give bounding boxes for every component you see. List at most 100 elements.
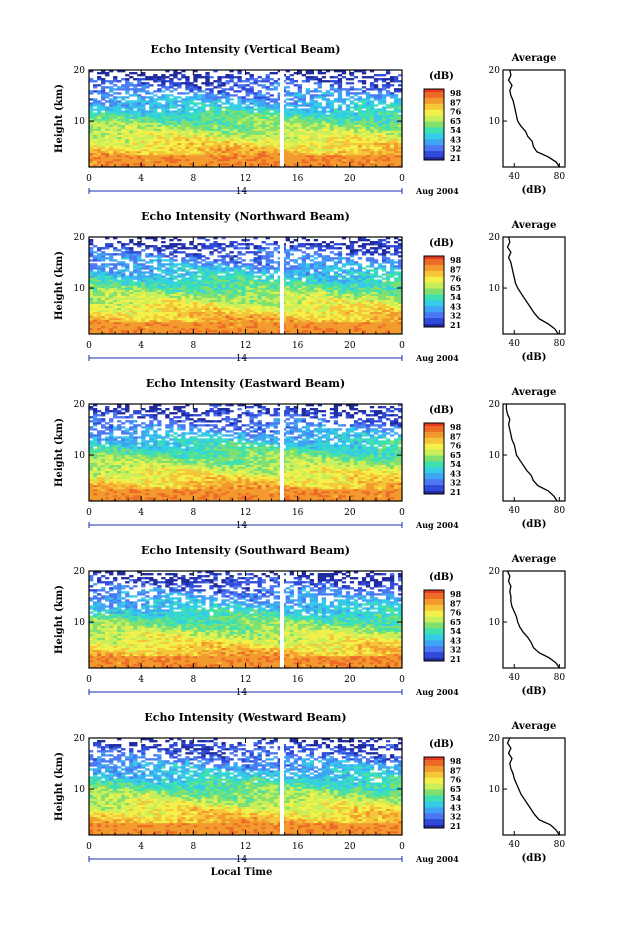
average-x-tick-label: 40 [509, 339, 521, 349]
colorbar-label: 87 [450, 264, 461, 274]
colorbar-label: 43 [450, 802, 462, 812]
x-tick-label: 0 [86, 508, 92, 518]
colorbar-segment [424, 267, 444, 272]
colorbar-label: 76 [450, 608, 462, 618]
colorbar-label: 87 [450, 598, 461, 608]
colorbar-segment [424, 819, 444, 823]
colorbar-segment [424, 434, 444, 439]
colorbar-segment [424, 804, 444, 808]
colorbar-label: 21 [450, 320, 461, 330]
average-x-label: (dB) [522, 519, 547, 530]
x-tick-label: 0 [86, 174, 92, 184]
colorbar-segment [424, 807, 444, 811]
colorbar-label: 32 [450, 645, 461, 655]
average-x-tick-label: 80 [554, 840, 566, 850]
colorbar-unit: (dB) [429, 572, 454, 583]
colorbar-segment [424, 139, 444, 143]
x-tick-label: 20 [344, 508, 356, 518]
colorbar-label: 76 [450, 441, 462, 451]
colorbar-segment [424, 315, 444, 319]
data-gap [280, 237, 285, 334]
colorbar-segment [424, 112, 444, 117]
colorbar-segment [424, 133, 444, 137]
date-label: 14 [236, 187, 248, 197]
average-y-tick-label: 10 [489, 284, 501, 294]
colorbar-segment [424, 810, 444, 814]
x-tick-label: 16 [292, 174, 304, 184]
colorbar-segment [424, 157, 444, 161]
colorbar-segment [424, 431, 444, 436]
colorbar-frame [423, 756, 445, 829]
colorbar-segment [424, 452, 444, 456]
average-profile-line [505, 404, 558, 502]
colorbar-segment [424, 273, 444, 278]
average-title: Average [511, 220, 557, 231]
colorbar-label: 65 [450, 784, 461, 794]
x-tick-label: 0 [86, 842, 92, 852]
month-label: Aug 2004 [415, 353, 459, 363]
data-gap [280, 404, 285, 501]
colorbar-segment [424, 613, 444, 618]
average-frame [502, 236, 566, 335]
x-tick-label: 4 [138, 675, 144, 685]
date-label: 14 [236, 354, 248, 364]
colorbar-unit: (dB) [429, 238, 454, 249]
colorbar-segment [424, 428, 444, 433]
colorbar-segment [424, 449, 444, 453]
heatmap-cells [89, 404, 403, 502]
average-x-tick-label: 80 [554, 673, 566, 683]
colorbar-segment [424, 822, 444, 826]
colorbar-segment [424, 151, 444, 155]
colorbar-label: 54 [450, 793, 462, 803]
colorbar-segment [424, 649, 444, 653]
month-label: Aug 2004 [415, 687, 459, 697]
colorbar-segment [424, 789, 444, 793]
average-title: Average [511, 387, 557, 398]
x-tick-label: 0 [399, 508, 405, 518]
heatmap-cells [89, 70, 403, 168]
y-axis-label: Height (km) [54, 752, 65, 821]
colorbar-label: 54 [450, 292, 462, 302]
colorbar-label: 87 [450, 97, 461, 107]
average-x-tick-label: 80 [554, 339, 566, 349]
colorbar-segment [424, 425, 444, 430]
colorbar-label: 43 [450, 301, 462, 311]
colorbar-segment [424, 491, 444, 495]
colorbar-label: 65 [450, 116, 461, 126]
data-gap [280, 571, 285, 668]
average-y-tick-label: 20 [489, 400, 501, 410]
average-x-tick-label: 40 [509, 172, 521, 182]
panel-3: Echo Intensity (Eastward Beam) 0 4 8 12 16 20 0… [54, 377, 566, 531]
colorbar-segment [424, 768, 444, 773]
x-tick-label: 0 [399, 675, 405, 685]
colorbar-segment [424, 625, 444, 629]
colorbar-segment [424, 590, 444, 594]
colorbar-label: 54 [450, 626, 462, 636]
colorbar-segment [424, 616, 444, 620]
colorbar-label: 65 [450, 617, 461, 627]
colorbar-segment [424, 652, 444, 656]
date-label: 14 [236, 688, 248, 698]
y-axis-label: Height (km) [54, 585, 65, 654]
colorbar-label: 76 [450, 775, 462, 785]
average-title: Average [511, 53, 557, 64]
colorbar-segment [424, 792, 444, 796]
colorbar-segment [424, 604, 444, 609]
colorbar-segment [424, 762, 444, 767]
colorbar-segment [424, 97, 444, 102]
average-title: Average [511, 721, 557, 732]
x-tick-label: 12 [240, 174, 251, 184]
x-tick-label: 12 [240, 675, 251, 685]
colorbar-label: 43 [450, 468, 462, 478]
colorbar-segment [424, 640, 444, 644]
colorbar-segment [424, 324, 444, 328]
panel-title: Echo Intensity (Westward Beam) [144, 711, 346, 724]
y-tick-label: 10 [74, 117, 86, 127]
colorbar-label: 98 [450, 255, 462, 265]
average-profile-line [506, 570, 560, 669]
colorbar-frame [423, 88, 445, 161]
colorbar-segment [424, 285, 444, 289]
colorbar-segment [424, 124, 444, 128]
average-frame [502, 403, 566, 502]
panel-1: Echo Intensity (Vertical Beam) 0 4 8 12 16 20 0… [54, 43, 566, 197]
